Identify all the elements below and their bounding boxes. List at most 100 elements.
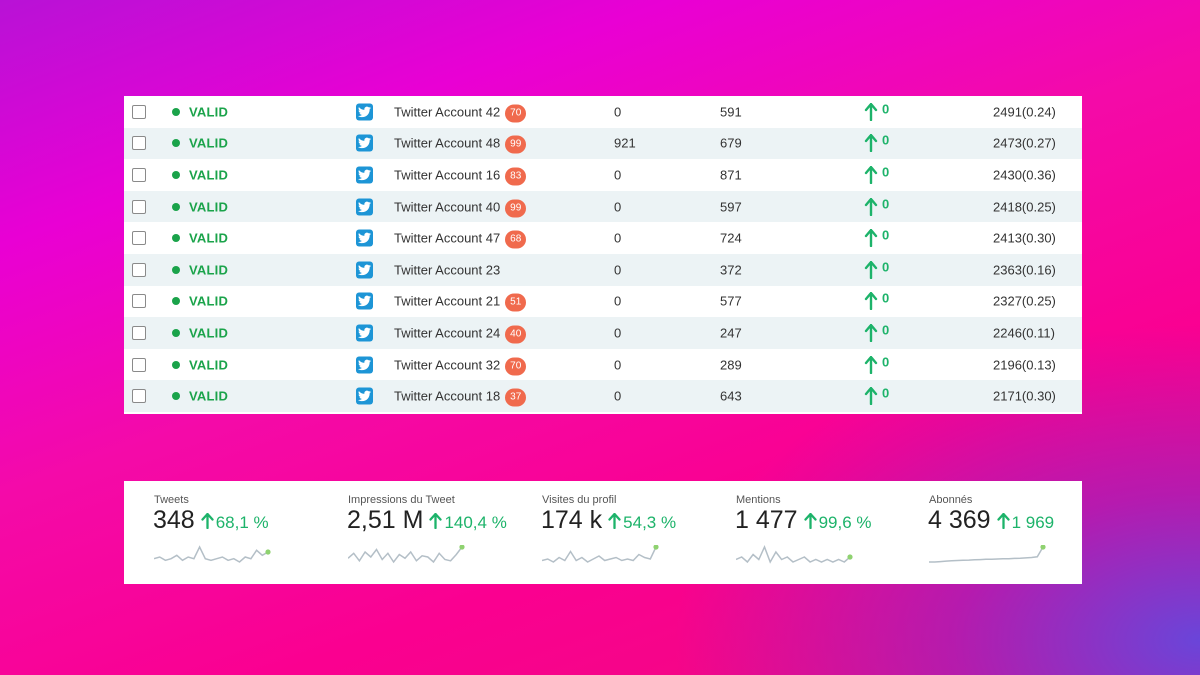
metric-cell-2: 597 (720, 199, 742, 215)
status-dot-icon (172, 360, 180, 369)
metric-cell-2: 724 (720, 230, 742, 246)
score-cell: 2171(0.30) (993, 388, 1056, 404)
metric-cell-1: 0 (614, 167, 622, 183)
stat-card[interactable]: Abonnés 4 369 1 969 (899, 481, 1089, 584)
score-cell: 2413(0.30) (993, 230, 1056, 246)
status-dot-icon (172, 328, 180, 337)
account-name[interactable]: Twitter Account 48 (394, 135, 501, 151)
account-cell[interactable]: Twitter Account 32 70 (394, 354, 527, 376)
table-row[interactable]: VALID Twitter Account 16 83 0 871 0 2430(0.36) (124, 159, 1082, 191)
account-name[interactable]: Twitter Account 16 (394, 167, 501, 183)
account-name[interactable]: Twitter Account 32 (394, 357, 501, 373)
metric-cell-2: 247 (720, 325, 742, 341)
account-cell[interactable]: Twitter Account 16 83 (394, 164, 527, 186)
stat-card[interactable]: Tweets 348 68,1 % (124, 481, 314, 584)
account-cell[interactable]: Twitter Account 24 40 (394, 322, 527, 344)
status-label: VALID (189, 357, 229, 373)
row-checkbox[interactable] (132, 136, 146, 151)
table-row[interactable]: VALID Twitter Account 23 0 372 0 2363(0.16) (124, 254, 1082, 286)
arrow-up-icon (864, 323, 878, 343)
sparkline-chart (542, 545, 659, 563)
stat-card[interactable]: Mentions 1 477 99,6 % (706, 481, 896, 584)
sparkline-chart (929, 545, 1046, 563)
account-score-badge: 51 (505, 293, 527, 312)
account-name[interactable]: Twitter Account 47 (394, 230, 501, 246)
stat-value-row: 4 369 1 969 (928, 506, 1054, 535)
stat-value: 1 477 (735, 506, 798, 534)
stat-label: Tweets (154, 494, 189, 506)
gain-value: 0 (882, 259, 890, 275)
stat-change-value: 68,1 % (215, 513, 269, 532)
stat-label: Visites du profil (542, 494, 617, 506)
analytics-summary-panel: Tweets 348 68,1 % Impressions du Tweet 2,51 … (124, 481, 1082, 584)
gain-value: 0 (882, 196, 890, 212)
table-row[interactable]: VALID Twitter Account 48 99 921 679 0 2473(0.2… (124, 127, 1082, 160)
stat-value: 4 369 (928, 506, 991, 534)
arrow-up-icon (201, 513, 214, 529)
stat-change: 54,3 % (608, 512, 676, 533)
sparkline-last-point (459, 545, 465, 550)
row-checkbox[interactable] (132, 231, 146, 246)
account-score-badge: 99 (505, 199, 527, 218)
status-dot-icon (172, 265, 180, 274)
table-row[interactable]: VALID Twitter Account 47 68 0 724 0 2413(0.30) (124, 222, 1082, 254)
sparkline-series (154, 545, 269, 563)
row-checkbox[interactable] (132, 325, 146, 340)
table-row[interactable]: VALID Twitter Account 18 37 0 643 0 2171(0.30) (124, 380, 1082, 412)
account-name[interactable]: Twitter Account 21 (394, 293, 501, 309)
status-label: VALID (189, 262, 229, 278)
sparkline-series (542, 546, 657, 563)
account-name[interactable]: Twitter Account 40 (394, 199, 501, 215)
account-cell[interactable]: Twitter Account 42 70 (394, 101, 527, 123)
account-cell[interactable]: Twitter Account 48 99 (394, 133, 527, 154)
status-label: VALID (189, 135, 229, 151)
arrow-up-icon (864, 165, 878, 185)
stat-card[interactable]: Impressions du Tweet 2,51 M 140,4 % (318, 481, 508, 584)
table-row[interactable]: VALID Twitter Account 21 51 0 577 0 2327(0.25) (124, 286, 1082, 318)
table-row[interactable]: VALID Twitter Account 40 99 0 597 0 2418(0.25) (124, 190, 1082, 223)
twitter-bird-icon (356, 229, 373, 247)
arrow-up-icon (864, 292, 878, 311)
row-checkbox[interactable] (132, 294, 146, 309)
stat-value: 348 (153, 506, 195, 534)
arrow-up-icon (608, 513, 621, 529)
row-checkbox[interactable] (132, 199, 146, 214)
table-row[interactable]: VALID Twitter Account 24 40 0 247 0 2246(0.11) (124, 317, 1082, 349)
stat-label: Mentions (736, 494, 781, 506)
metric-cell-2: 871 (720, 167, 742, 183)
stat-value-row: 2,51 M 140,4 % (347, 506, 507, 535)
arrow-up-icon (864, 197, 878, 216)
twitter-bird-icon (356, 103, 373, 121)
stat-change: 1 969 (996, 512, 1054, 533)
row-checkbox[interactable] (132, 262, 146, 277)
twitter-bird-icon (356, 166, 373, 184)
account-cell[interactable]: Twitter Account 21 51 (394, 291, 527, 312)
sparkline-last-point (847, 554, 853, 560)
metric-cell-1: 921 (614, 135, 636, 151)
stat-card[interactable]: Visites du profil 174 k 54,3 % (512, 481, 702, 584)
stat-value-row: 174 k 54,3 % (541, 506, 676, 535)
row-checkbox[interactable] (132, 389, 146, 404)
account-cell[interactable]: Twitter Account 18 37 (394, 386, 527, 407)
row-checkbox[interactable] (132, 357, 146, 372)
metric-cell-2: 591 (720, 104, 742, 120)
table-row[interactable]: VALID Twitter Account 42 70 0 591 0 2491(0.24) (124, 96, 1082, 128)
account-name[interactable]: Twitter Account 23 (394, 262, 501, 278)
account-cell[interactable]: Twitter Account 23 (394, 262, 500, 277)
account-name[interactable]: Twitter Account 24 (394, 325, 501, 341)
status-dot-icon (172, 234, 180, 243)
accounts-table: VALID Twitter Account 42 70 0 591 0 2491(0.24)… (124, 96, 1082, 414)
status-label: VALID (189, 325, 229, 341)
row-checkbox[interactable] (132, 167, 146, 182)
account-name[interactable]: Twitter Account 42 (394, 104, 501, 120)
account-cell[interactable]: Twitter Account 47 68 (394, 228, 527, 249)
status-label: VALID (189, 104, 229, 120)
twitter-bird-icon (356, 292, 373, 310)
score-cell: 2430(0.36) (993, 167, 1056, 183)
account-name[interactable]: Twitter Account 18 (394, 388, 501, 404)
metric-cell-2: 577 (720, 293, 742, 309)
metric-cell-2: 289 (720, 357, 742, 373)
account-cell[interactable]: Twitter Account 40 99 (394, 196, 527, 218)
table-row[interactable]: VALID Twitter Account 32 70 0 289 0 2196(0.13) (124, 349, 1082, 381)
row-checkbox[interactable] (132, 104, 146, 119)
